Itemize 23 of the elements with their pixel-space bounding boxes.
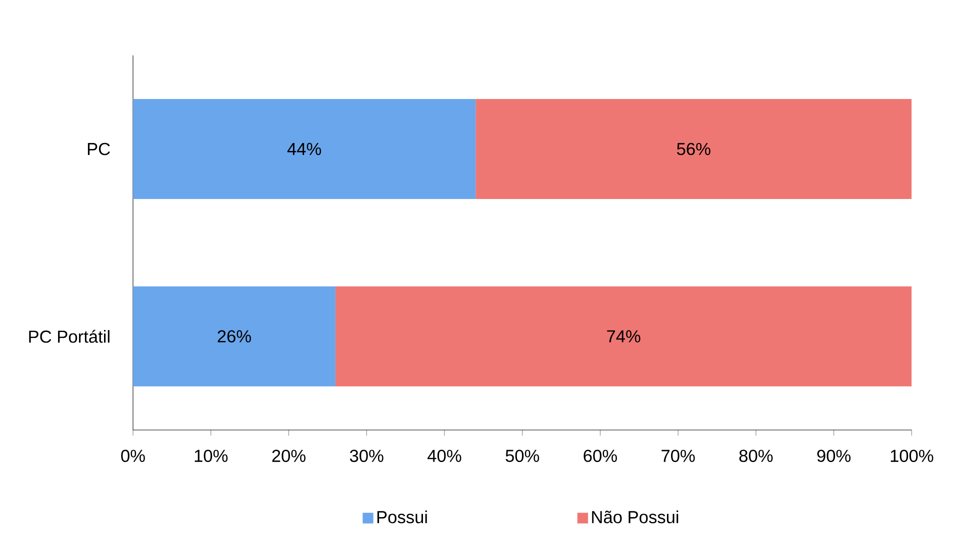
x-tick-label: 40%	[428, 450, 462, 462]
data-label: 44%	[287, 142, 322, 156]
bar	[476, 98, 912, 199]
bar	[133, 98, 476, 199]
data-label: 26%	[218, 330, 251, 342]
x-tick-label: 60%	[584, 450, 617, 462]
x-tick-label: 80%	[739, 450, 773, 462]
y-tick-label: PC	[88, 142, 110, 156]
bar	[133, 286, 336, 386]
x-tick-label: 50%	[506, 450, 540, 462]
legend-label: Não Possui	[592, 510, 678, 524]
x-tick-label: 30%	[350, 450, 384, 462]
legend-label: Possui	[377, 510, 427, 524]
x-tick-label: 20%	[272, 450, 306, 462]
data-label: 56%	[676, 142, 710, 156]
x-tick-label: 70%	[662, 450, 695, 462]
x-tick-label: 100%	[890, 450, 934, 462]
x-tick-label: 90%	[817, 450, 851, 462]
data-label: 74%	[607, 330, 640, 342]
x-tick-label: 10%	[194, 450, 228, 462]
bar	[335, 286, 912, 386]
y-tick-label: PC Portátil	[29, 330, 110, 343]
x-tick-label: 0%	[121, 450, 145, 462]
